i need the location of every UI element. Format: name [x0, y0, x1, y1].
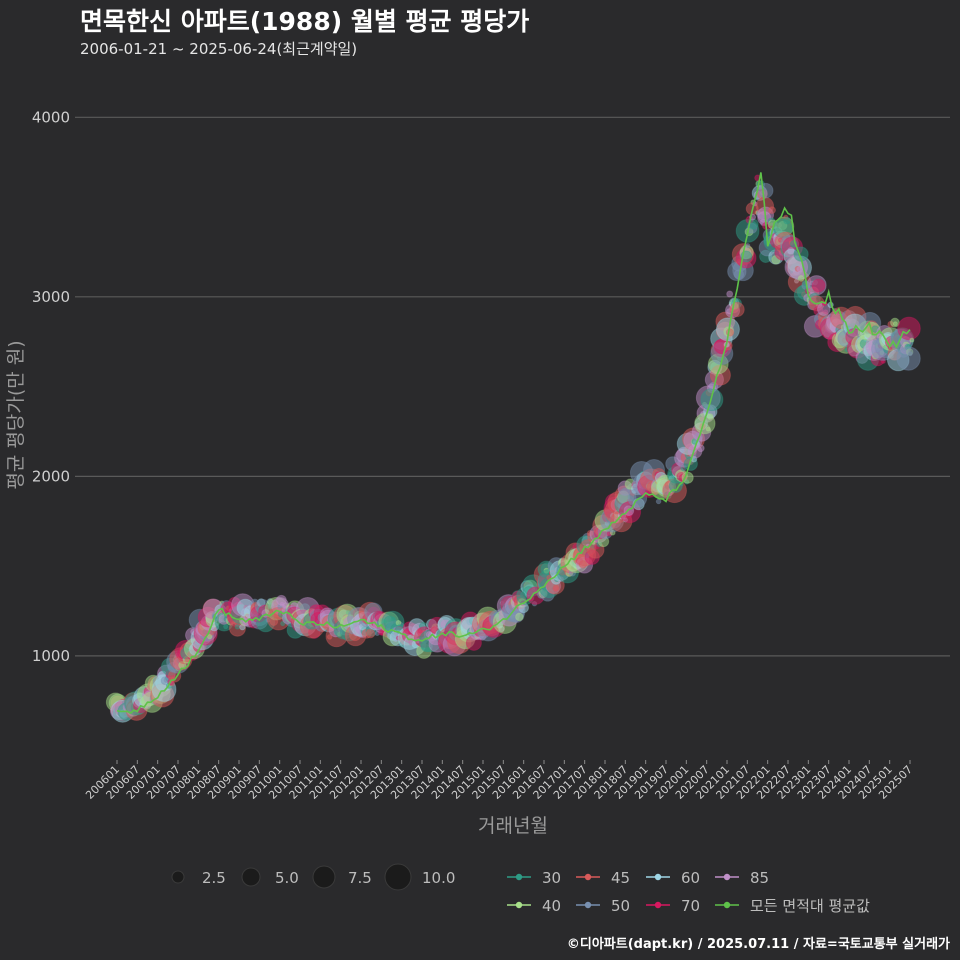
y-tick-label: 2000 — [32, 467, 70, 485]
series-legend-marker — [654, 873, 662, 881]
size-legend-label: 5.0 — [275, 869, 299, 887]
series-legend-marker — [515, 901, 523, 909]
series-legend-label: 85 — [750, 869, 769, 887]
size-legend-bubble — [384, 863, 412, 891]
average-line — [116, 172, 911, 715]
scatter-point — [234, 624, 241, 630]
series-legend-label: 모든 면적대 평균값 — [750, 897, 870, 915]
size-legend-bubble — [241, 867, 261, 887]
scatter-point — [745, 242, 751, 249]
size-legend-bubble — [171, 870, 185, 884]
scatter-point — [811, 278, 826, 293]
chart-subtitle: 2006-01-21 ~ 2025-06-24(최근계약일) — [80, 40, 358, 58]
scatter-point — [552, 584, 560, 592]
size-legend-label: 2.5 — [202, 869, 226, 887]
size-legend-bubble — [312, 865, 336, 889]
x-axis-label: 거래년월 — [478, 815, 548, 837]
size-legend-label: 7.5 — [348, 869, 372, 887]
scatter-point — [897, 316, 921, 341]
scatter-point — [515, 612, 524, 622]
size-legend-label: 10.0 — [422, 869, 455, 887]
source-caption: ©디아파트(dapt.kr) / 2025.07.11 / 자료=국토교통부 실… — [566, 937, 950, 952]
scatter-point — [184, 656, 191, 663]
chart-title: 면목한신 아파트(1988) 월별 평균 평당가 — [80, 7, 530, 36]
scatter-point — [206, 633, 213, 640]
scatter-point — [909, 337, 915, 343]
y-tick-label: 4000 — [32, 108, 70, 126]
y-tick-label: 3000 — [32, 288, 70, 306]
scatter-point — [758, 182, 774, 199]
series-legend-label: 50 — [611, 897, 630, 915]
series-legend-marker — [723, 901, 731, 909]
scatter-point — [578, 560, 588, 569]
scatter-points — [105, 174, 921, 723]
series-legend-marker — [584, 901, 592, 909]
y-axis-label: 평균 평당가(만 원) — [5, 340, 27, 489]
scatter-point — [280, 620, 286, 627]
series-legend-marker — [654, 901, 662, 909]
series-legend-label: 40 — [542, 897, 561, 915]
scatter-point — [365, 628, 376, 639]
series-legend-label: 70 — [681, 897, 700, 915]
scatter-point — [706, 413, 714, 420]
series-legend-label: 30 — [542, 869, 561, 887]
series-legend-label: 60 — [681, 869, 700, 887]
scatter-point — [223, 624, 229, 630]
scatter-point — [783, 216, 791, 225]
series-legend-label: 45 — [611, 869, 630, 887]
scatter-point — [797, 274, 805, 282]
scatter-point — [768, 206, 776, 215]
scatter-point — [700, 388, 724, 412]
scatter-point — [796, 265, 804, 273]
scatter-point — [726, 290, 734, 298]
scatter-point — [696, 444, 705, 453]
y-tick-label: 1000 — [32, 647, 70, 665]
series-legend-marker — [723, 873, 731, 881]
series-legend-marker — [584, 873, 592, 881]
scatter-point — [655, 498, 662, 505]
series-legend-marker — [515, 873, 523, 881]
scatter-point — [896, 346, 921, 371]
